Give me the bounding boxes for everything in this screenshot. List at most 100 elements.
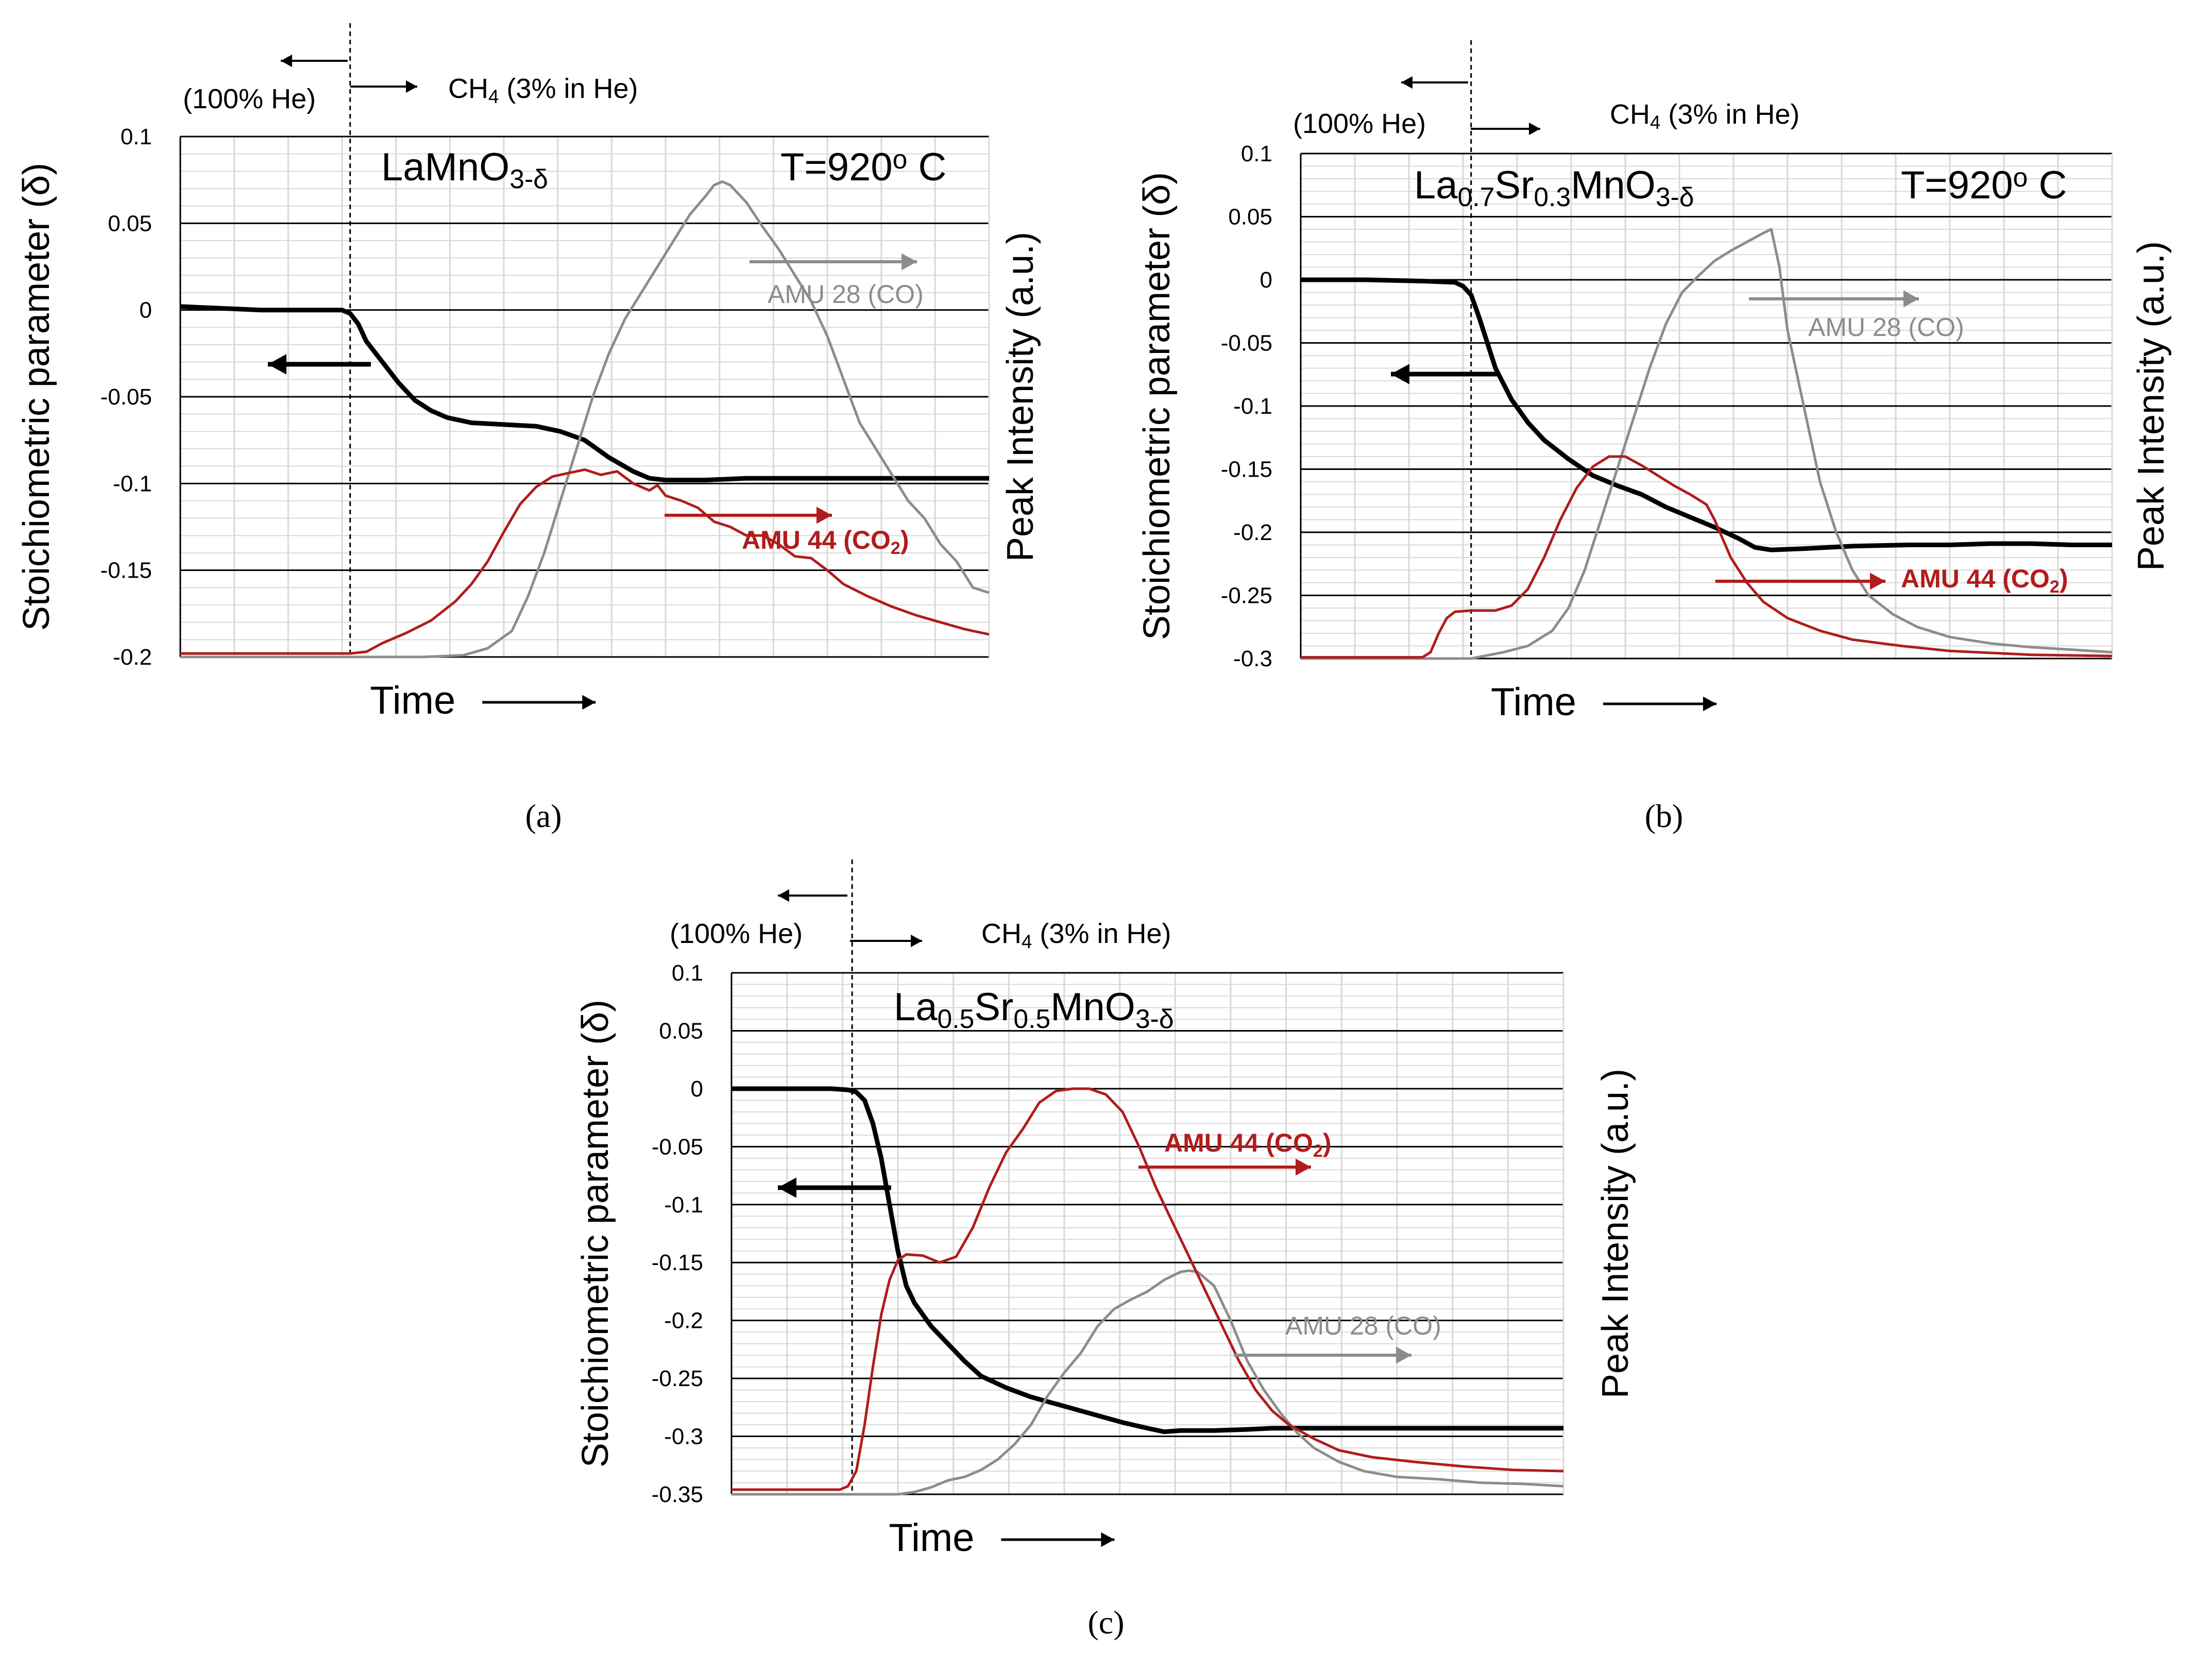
temperature-label: T=920o C: [1901, 162, 2067, 207]
x-axis-title: Time: [1491, 680, 1576, 724]
co2-series-label-part: ): [1323, 1128, 1332, 1157]
delta-axis-arrow: [778, 1177, 891, 1198]
ch4-arrow: [1471, 122, 1540, 136]
co2-series-label-part: ): [900, 526, 909, 554]
chart-title-part: 0.5: [1013, 1004, 1050, 1034]
y-tick-label: 0.1: [121, 124, 152, 149]
y-tick-label: -0.05: [1221, 331, 1272, 356]
y-tick-label: 0: [691, 1076, 703, 1102]
ch4-label-part: CH: [1610, 99, 1650, 130]
chart-panel-a: 0.1 0.05 0 -0.05 -0.1 -0.15 -0.2 (100% He) CH4 (…: [16, 23, 1041, 722]
delta-axis-arrow: [1391, 364, 1498, 384]
series-line-co: [180, 180, 990, 659]
co2-axis-arrow-head: [1296, 1158, 1311, 1176]
he-arrow-head: [281, 54, 292, 68]
co2-series-label-part: 2: [891, 538, 900, 558]
he-arrow: [778, 889, 847, 902]
delta-axis-arrow-head: [778, 1177, 796, 1198]
y-axis-title: Stoichiometric parameter (δ): [1136, 172, 1178, 640]
time-arrow: [1001, 1532, 1115, 1547]
chart-title-part: LaMnO: [381, 145, 509, 189]
y2-axis-title: Peak Intensity (a.u.): [1595, 1069, 1636, 1398]
chart-title-part: Sr: [974, 985, 1013, 1029]
chart-title-part: Sr: [1494, 163, 1534, 207]
co2-axis-arrow: [1138, 1158, 1311, 1176]
y-tick-label: -0.2: [113, 645, 152, 670]
y2-axis-title: Peak Intensity (a.u.): [1000, 232, 1041, 562]
y-tick-label: -0.3: [664, 1424, 703, 1449]
series-line-co: [731, 1269, 1564, 1496]
he-label: (100% He): [670, 918, 803, 949]
co2-series-label: AMU 44 (CO2): [1901, 564, 2068, 597]
y-tick-label: -0.35: [652, 1482, 703, 1507]
caption-a: (a): [525, 798, 561, 834]
y-tick-label: -0.25: [1221, 583, 1272, 609]
temperature-label-part: C: [2028, 163, 2067, 207]
y-tick-label: -0.15: [100, 558, 152, 583]
series-line-delta: [731, 1086, 1563, 1435]
co2-series-label-part: 2: [2050, 577, 2060, 597]
co2-series-label-part: AMU 44 (CO: [742, 526, 891, 554]
ch4-label-part: (3% in He): [1032, 918, 1171, 949]
he-arrow-head: [1401, 76, 1413, 89]
co-axis-arrow-head: [901, 253, 917, 271]
ch4-arrow: [350, 80, 417, 93]
x-axis-title: Time: [889, 1516, 974, 1560]
delta-axis-arrow-head: [1391, 364, 1409, 384]
chart-title-part: 3-δ: [1135, 1004, 1174, 1034]
chart-title-part: La: [1414, 163, 1458, 207]
co-series-label: AMU 28 (CO): [1808, 313, 1964, 342]
co2-series-label-part: ): [2060, 564, 2068, 593]
y-tick-label: 0: [140, 298, 152, 323]
co2-axis-arrow-head: [1870, 572, 1885, 590]
series-line-co2: [731, 1087, 1564, 1491]
chart-title: La0.5Sr0.5MnO3-δ: [894, 985, 1174, 1034]
co-axis-arrow: [1234, 1346, 1411, 1364]
chart-title-part: MnO: [1050, 985, 1135, 1029]
ch4-label-part: (3% in He): [499, 73, 638, 104]
co2-series-label: AMU 44 (CO2): [1164, 1128, 1332, 1161]
co2-series-label-part: AMU 44 (CO: [1164, 1128, 1313, 1157]
delta-axis-arrow: [268, 354, 371, 375]
chart-title: LaMnO3-δ: [381, 145, 548, 194]
chart-title-part: 0.3: [1534, 182, 1571, 212]
y-axis-title: Stoichiometric parameter (δ): [16, 163, 57, 631]
ch4-label-part: CH: [448, 73, 488, 104]
time-arrow-head: [582, 695, 596, 710]
time-arrow-head: [1101, 1532, 1115, 1547]
y-tick-label: 0.1: [1241, 141, 1272, 166]
y-tick-label: -0.2: [664, 1308, 703, 1334]
ch4-arrow: [850, 934, 922, 948]
he-arrow-head: [778, 889, 789, 902]
co-axis-arrow: [1749, 290, 1919, 308]
chart-panel-b: 0.1 0.05 0 -0.05 -0.1 -0.15 -0.2 -0.25 -0.3 (100%…: [1136, 40, 2172, 724]
y-tick-label: -0.25: [652, 1366, 703, 1391]
co-axis-arrow: [750, 253, 917, 271]
temperature-label-part: T=920: [780, 145, 893, 189]
y-tick-label: -0.15: [652, 1250, 703, 1275]
co2-series-label-part: AMU 44 (CO: [1901, 564, 2050, 593]
y-axis-title: Stoichiometric parameter (δ): [575, 1000, 616, 1468]
y-tick-label: -0.1: [1233, 394, 1272, 419]
delta-axis-arrow-head: [268, 354, 286, 375]
y-tick-label: -0.05: [100, 384, 152, 410]
y-tick-label: 0.05: [1228, 205, 1272, 230]
chart-title-part: 0.5: [938, 1004, 975, 1034]
ch4-label-part: CH: [981, 918, 1022, 949]
y-tick-label: -0.1: [664, 1192, 703, 1218]
time-arrow: [1603, 696, 1716, 712]
chart-title-part: La: [894, 985, 938, 1029]
grid-a: [180, 136, 989, 658]
ch4-label: CH4 (3% in He): [981, 918, 1171, 952]
he-label: (100% He): [1293, 108, 1426, 139]
temperature-label: T=920o C: [780, 144, 946, 189]
he-label: (100% He): [183, 83, 316, 114]
y-tick-label: 0: [1260, 267, 1272, 293]
caption-c: (c): [1087, 1604, 1124, 1641]
temperature-label-part: T=920: [1901, 163, 2013, 207]
caption-b: (b): [1645, 798, 1683, 834]
ch4-arrow-head: [911, 934, 922, 948]
co2-series-label: AMU 44 (CO2): [742, 526, 909, 558]
co-axis-arrow-head: [1396, 1346, 1411, 1364]
